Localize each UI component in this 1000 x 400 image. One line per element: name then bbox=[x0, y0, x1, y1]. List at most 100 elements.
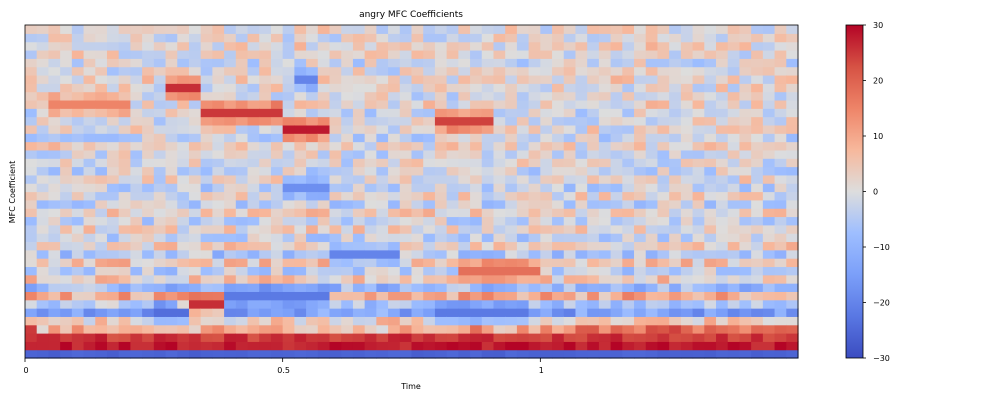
heatmap-cell bbox=[634, 133, 647, 143]
heatmap-cell bbox=[680, 308, 694, 317]
heatmap-cell bbox=[669, 291, 682, 301]
plot-frame bbox=[24, 24, 799, 359]
heatmap-cell bbox=[212, 174, 225, 184]
heatmap-cell bbox=[423, 324, 436, 334]
heatmap-cell bbox=[118, 174, 132, 184]
heatmap-cell bbox=[282, 183, 295, 193]
heatmap-cell bbox=[270, 183, 284, 193]
heatmap-cell bbox=[142, 58, 155, 68]
heatmap-cell bbox=[36, 249, 50, 259]
heatmap-cell bbox=[212, 216, 225, 226]
heatmap-cell bbox=[528, 149, 541, 159]
heatmap-cell bbox=[118, 66, 132, 76]
heatmap-cell bbox=[177, 258, 190, 268]
heatmap-cell bbox=[130, 308, 143, 317]
heatmap-cell bbox=[106, 233, 120, 243]
heatmap-cell bbox=[388, 58, 401, 68]
heatmap-cell bbox=[83, 341, 96, 351]
heatmap-cell bbox=[317, 91, 331, 101]
heatmap-cell bbox=[458, 299, 471, 309]
heatmap-cell bbox=[306, 258, 319, 268]
heatmap-cell bbox=[48, 308, 61, 317]
heatmap-cell bbox=[341, 74, 354, 84]
heatmap-cell bbox=[352, 74, 366, 84]
heatmap-cell bbox=[235, 116, 249, 126]
heatmap-cell bbox=[657, 83, 670, 93]
heatmap-cell bbox=[657, 199, 670, 209]
heatmap-cell bbox=[165, 149, 178, 159]
heatmap-cell bbox=[563, 33, 577, 43]
heatmap-cell bbox=[598, 308, 612, 317]
heatmap-cell bbox=[739, 133, 752, 143]
heatmap-cell bbox=[786, 341, 799, 351]
heatmap-cell bbox=[610, 149, 623, 159]
heatmap-cell bbox=[329, 25, 342, 34]
heatmap-cell bbox=[411, 341, 424, 351]
heatmap-cell bbox=[516, 41, 530, 51]
heatmap-cell bbox=[481, 108, 495, 118]
heatmap-cell bbox=[118, 349, 132, 359]
heatmap-cell bbox=[130, 91, 143, 101]
heatmap-cell bbox=[364, 266, 377, 276]
heatmap-cell bbox=[329, 266, 342, 276]
heatmap-cell bbox=[259, 208, 272, 218]
heatmap-cell bbox=[716, 324, 729, 334]
heatmap-cell bbox=[587, 316, 600, 326]
heatmap-cell bbox=[60, 83, 73, 93]
heatmap-cell bbox=[106, 291, 120, 301]
heatmap-cell bbox=[657, 91, 670, 101]
heatmap-cell bbox=[516, 324, 530, 334]
heatmap-cell bbox=[106, 191, 120, 201]
heatmap-cell bbox=[411, 299, 424, 309]
heatmap-cell bbox=[622, 108, 635, 118]
heatmap-cell bbox=[704, 133, 717, 143]
heatmap-cell bbox=[481, 149, 495, 159]
heatmap-cell bbox=[680, 241, 694, 251]
heatmap-cell bbox=[470, 333, 483, 342]
heatmap-cell bbox=[575, 266, 588, 276]
heatmap-cell bbox=[212, 166, 225, 176]
heatmap-cell bbox=[153, 158, 167, 168]
heatmap-cell bbox=[71, 133, 85, 143]
heatmap-cell bbox=[329, 258, 342, 268]
heatmap-cell bbox=[563, 308, 577, 317]
heatmap-cell bbox=[235, 249, 249, 259]
heatmap-cell bbox=[505, 341, 518, 351]
heatmap-cell bbox=[634, 183, 647, 193]
heatmap-cell bbox=[762, 166, 776, 176]
heatmap-cell bbox=[399, 33, 413, 43]
heatmap-cell bbox=[329, 133, 342, 143]
heatmap-cell bbox=[411, 99, 424, 109]
heatmap-cell bbox=[376, 183, 389, 193]
heatmap-cell bbox=[458, 291, 471, 301]
heatmap-cell bbox=[598, 116, 612, 126]
heatmap-cell bbox=[751, 108, 764, 118]
heatmap-cell bbox=[540, 183, 553, 193]
heatmap-cell bbox=[657, 41, 670, 51]
heatmap-cell bbox=[727, 108, 741, 118]
heatmap-cell bbox=[224, 83, 237, 93]
colorbar bbox=[845, 24, 864, 359]
heatmap-cell bbox=[540, 174, 553, 184]
heatmap-cell bbox=[411, 274, 424, 284]
heatmap-cell bbox=[306, 191, 319, 201]
heatmap-cell bbox=[130, 49, 143, 59]
heatmap-cell bbox=[786, 99, 799, 109]
heatmap-cell bbox=[399, 274, 413, 284]
heatmap-cell bbox=[645, 149, 659, 159]
heatmap-cell bbox=[552, 158, 565, 168]
heatmap-cell bbox=[118, 266, 132, 276]
heatmap-cell bbox=[774, 158, 787, 168]
heatmap-cell bbox=[446, 208, 459, 218]
heatmap-cell bbox=[212, 291, 225, 301]
heatmap-cell bbox=[411, 133, 424, 143]
heatmap-cell bbox=[563, 174, 577, 184]
heatmap-cell bbox=[516, 199, 530, 209]
heatmap-cell bbox=[317, 283, 331, 292]
heatmap-cell bbox=[83, 208, 96, 218]
heatmap-cell bbox=[247, 133, 260, 143]
heatmap-cell bbox=[235, 191, 249, 201]
heatmap-cell bbox=[645, 25, 659, 34]
heatmap-cell bbox=[446, 99, 459, 109]
heatmap-cell bbox=[434, 108, 448, 118]
